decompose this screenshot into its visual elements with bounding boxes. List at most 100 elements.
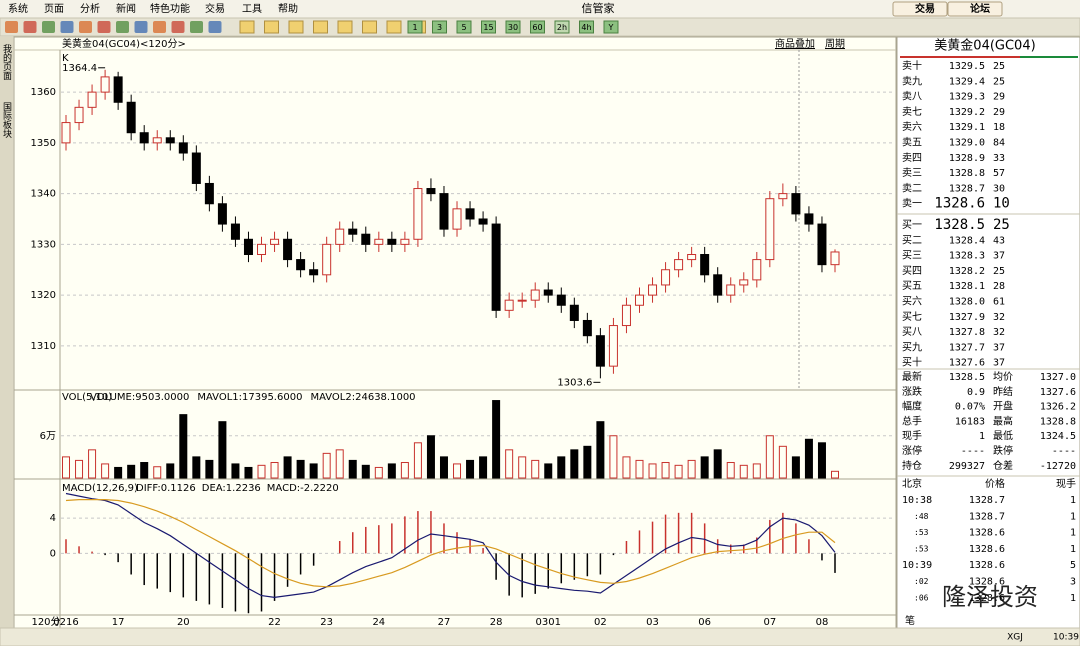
period-label[interactable]: 5 <box>461 23 466 32</box>
tool-icon[interactable] <box>42 21 55 33</box>
legend-entry: VOLUME:9503.0000 <box>90 392 189 403</box>
book-price: 1328.0 <box>949 297 985 308</box>
tick-price: 1328.6 <box>969 577 1005 588</box>
tool-icon[interactable] <box>153 21 166 33</box>
period-button[interactable] <box>505 20 521 34</box>
volume-bar <box>817 442 826 479</box>
menu-item[interactable]: 工具 <box>242 3 262 15</box>
period-button[interactable] <box>481 20 496 34</box>
period-label[interactable]: Y <box>608 23 614 32</box>
menu-bar <box>0 0 1080 18</box>
period-label[interactable]: 3 <box>437 23 442 32</box>
candle-body <box>61 122 71 144</box>
volume-bar <box>218 421 227 479</box>
menu-item[interactable]: 系统 <box>8 2 28 15</box>
volume-bar <box>283 456 292 479</box>
period-label[interactable]: 60 <box>532 23 542 32</box>
tool-icon[interactable] <box>288 20 304 34</box>
tool-icon[interactable] <box>23 21 37 33</box>
period-button[interactable] <box>603 20 619 34</box>
period-button[interactable] <box>579 20 594 34</box>
candle-body <box>217 203 227 225</box>
candle-body <box>752 259 762 281</box>
tool-icon[interactable] <box>171 21 185 33</box>
candle-body <box>400 238 410 245</box>
book-qty: 30 <box>993 183 1005 194</box>
period-label[interactable]: 4h <box>581 23 591 32</box>
stat-label: 开盘 <box>993 400 1013 413</box>
side-strip <box>0 37 13 628</box>
menu-item[interactable]: 特色功能 <box>150 2 190 15</box>
top-button-label[interactable]: 论坛 <box>970 2 990 15</box>
candle-body <box>257 243 267 256</box>
book-qty: 32 <box>993 327 1005 338</box>
tool-icon[interactable] <box>239 20 255 34</box>
menu-item[interactable]: 页面 <box>44 3 64 15</box>
tool-icon[interactable] <box>190 21 203 33</box>
volume-bar <box>544 463 553 479</box>
y-tick-label: 6万 <box>40 431 56 442</box>
tool-icon[interactable] <box>116 21 129 33</box>
top-button[interactable] <box>892 1 948 17</box>
volume-bar <box>492 400 501 479</box>
period-button[interactable] <box>407 20 423 34</box>
tool-icon[interactable] <box>313 20 328 34</box>
tool-icon[interactable] <box>134 21 148 33</box>
candle-body <box>139 132 149 144</box>
book-price: 1328.1 <box>949 281 985 292</box>
tool-icon[interactable] <box>362 20 377 34</box>
candle-body <box>165 137 175 144</box>
tool-icon[interactable] <box>79 21 92 33</box>
chart-button[interactable]: 商品叠加 <box>775 37 815 50</box>
period-button[interactable] <box>456 20 472 34</box>
period-label[interactable]: 2h <box>557 23 567 32</box>
volume-bar <box>778 445 787 479</box>
chart-button[interactable]: 周期 <box>825 38 845 50</box>
book-price: 1328.6 <box>934 196 985 212</box>
tool-icon[interactable] <box>337 20 353 34</box>
book-qty: 18 <box>993 122 1005 133</box>
tool-icon[interactable] <box>5 21 18 33</box>
period-label[interactable]: 30 <box>508 23 518 32</box>
menu-item[interactable]: 分析 <box>80 2 100 15</box>
period-button[interactable] <box>554 20 570 34</box>
volume-bar <box>426 435 435 479</box>
menu-item[interactable]: 交易 <box>205 2 225 15</box>
menu-item[interactable]: 新闻 <box>116 2 136 15</box>
x-tick-label: 28 <box>490 617 503 628</box>
side-tab[interactable]: 国际板块 <box>1 102 12 139</box>
candle-body <box>348 228 358 235</box>
book-price: 1328.3 <box>949 251 985 262</box>
tool-icon[interactable] <box>386 20 402 34</box>
volume-bar <box>713 449 722 479</box>
top-button-label[interactable]: 交易 <box>915 2 935 15</box>
volume-bar <box>726 462 735 479</box>
tool-icon[interactable] <box>60 21 74 33</box>
stat-value: 1326.2 <box>1040 402 1076 413</box>
candle-body <box>739 279 749 286</box>
stat-label: 昨结 <box>993 385 1013 398</box>
candle-body <box>335 228 345 245</box>
x-tick-label: 24 <box>372 617 385 628</box>
top-button[interactable] <box>947 1 1003 17</box>
book-label: 卖八 <box>902 91 922 103</box>
book-label: 卖四 <box>902 152 922 164</box>
side-tab[interactable]: 我的页面 <box>1 44 12 81</box>
stat-value: ---- <box>1052 446 1076 457</box>
candle-body <box>230 223 240 240</box>
tool-icon[interactable] <box>264 20 279 34</box>
period-label[interactable]: 1 <box>412 23 417 32</box>
volume-bar <box>127 464 136 479</box>
menu-item[interactable]: 帮助 <box>278 2 298 15</box>
period-button[interactable] <box>530 20 545 34</box>
period-button[interactable] <box>432 20 447 34</box>
volume-bar <box>114 466 123 479</box>
volume-bar <box>179 414 188 479</box>
period-label[interactable]: 15 <box>483 23 493 32</box>
tool-icon[interactable] <box>97 21 111 33</box>
candle-body <box>543 289 553 296</box>
y-tick-label: 1320 <box>31 290 56 301</box>
tool-icon[interactable] <box>208 21 222 33</box>
candle-body <box>465 208 475 220</box>
